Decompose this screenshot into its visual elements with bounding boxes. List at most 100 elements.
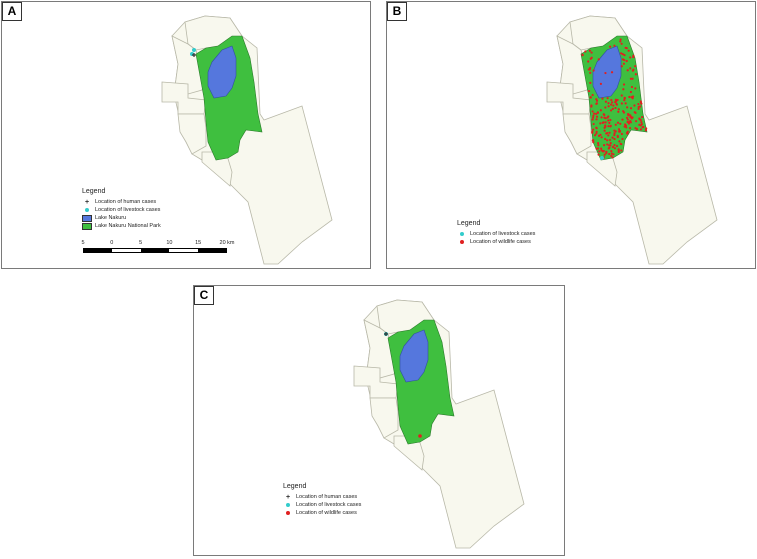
map-c — [353, 299, 525, 549]
wildlife-case-marker — [604, 117, 607, 120]
wildlife-case-marker — [635, 128, 639, 131]
wildlife-case-marker — [606, 97, 609, 100]
wildlife-case-marker — [629, 56, 632, 59]
wildlife-case-marker — [623, 54, 626, 57]
wildlife-case-marker — [607, 119, 610, 122]
wildlife-case-marker — [616, 134, 619, 138]
wildlife-case-marker — [609, 45, 612, 48]
wildlife-case-marker — [418, 434, 422, 438]
wildlife-case-marker — [634, 111, 637, 115]
wildlife-case-marker — [588, 66, 592, 70]
wildlife-case-marker — [620, 65, 623, 68]
panel-c: C Legend + Location of human cases Locatio… — [193, 285, 565, 556]
wildlife-case-marker — [629, 67, 632, 70]
map-a — [161, 15, 333, 265]
wildlife-case-marker — [595, 118, 598, 121]
wildlife-case-marker — [592, 122, 595, 126]
legend-b: Legend Location of livestock cases Locati… — [457, 220, 535, 246]
plus-icon: + — [84, 198, 90, 206]
lake-area — [399, 329, 429, 383]
wildlife-case-marker — [589, 81, 592, 84]
wildlife-case-marker — [592, 112, 596, 115]
wildlife-case-marker — [587, 68, 590, 71]
wildlife-case-marker — [598, 150, 601, 153]
wildlife-case-marker — [623, 125, 626, 128]
wildlife-case-marker — [622, 83, 626, 86]
wildlife-case-marker — [592, 114, 595, 117]
wildlife-case-marker — [637, 102, 640, 106]
wildlife-case-marker — [634, 87, 637, 90]
wildlife-case-marker — [626, 69, 629, 72]
wildlife-case-marker — [606, 139, 609, 142]
scalebar: 5 0 5 10 15 20 km — [81, 240, 234, 253]
wildlife-case-marker — [604, 121, 607, 124]
wildlife-case-marker — [607, 105, 610, 108]
wildlife-case-marker — [614, 98, 617, 101]
wildlife-case-marker — [592, 69, 595, 72]
wildlife-case-marker — [607, 144, 611, 147]
wildlife-case-marker — [644, 129, 648, 132]
wildlife-case-marker — [613, 144, 616, 147]
wildlife-case-marker — [592, 116, 595, 119]
wildlife-case-marker — [614, 100, 617, 104]
scalebar-label: 20 km — [219, 240, 235, 246]
wildlife-case-marker — [595, 132, 598, 135]
wildlife-case-marker — [617, 149, 620, 152]
wildlife-case-marker — [589, 96, 592, 99]
wildlife-case-marker — [600, 116, 603, 119]
wildlife-case-marker — [623, 123, 627, 126]
wildlife-case-marker — [599, 109, 602, 112]
wildlife-case-marker — [591, 110, 594, 113]
dot-icon — [457, 239, 467, 246]
swatch-icon — [82, 222, 92, 230]
plus-icon: + — [285, 493, 291, 501]
lake-area — [207, 45, 237, 99]
wildlife-case-marker — [632, 68, 635, 71]
scalebar-segment — [169, 249, 198, 252]
wildlife-case-marker — [641, 126, 644, 129]
wildlife-case-marker — [626, 120, 629, 124]
wildlife-case-marker — [608, 131, 611, 134]
wildlife-case-marker — [608, 138, 612, 142]
wildlife-case-marker — [625, 126, 628, 129]
human-case-marker — [384, 332, 388, 336]
wildlife-case-marker — [603, 113, 606, 117]
wildlife-case-marker — [645, 127, 648, 130]
wildlife-case-marker — [599, 82, 602, 85]
wildlife-case-marker — [625, 116, 629, 119]
wildlife-case-marker — [626, 106, 629, 109]
wildlife-case-marker — [608, 152, 611, 156]
wildlife-case-marker — [623, 99, 626, 102]
wildlife-case-marker — [592, 141, 595, 144]
wildlife-case-marker — [604, 100, 608, 103]
legend-label: Location of human cases — [95, 199, 157, 205]
wildlife-case-marker — [632, 54, 635, 57]
wildlife-case-marker — [613, 129, 616, 132]
wildlife-case-marker — [596, 111, 600, 114]
legend-label: Location of wildlife cases — [296, 510, 357, 516]
district-boundary — [562, 113, 592, 155]
wildlife-case-marker — [629, 107, 633, 110]
wildlife-case-marker — [616, 121, 620, 124]
legend-label: Location of human cases — [296, 494, 358, 500]
legend-c: Legend + Location of human cases Location … — [283, 483, 361, 517]
wildlife-case-marker — [629, 121, 632, 124]
wildlife-case-marker — [614, 106, 617, 110]
wildlife-case-marker — [604, 106, 607, 109]
wildlife-case-marker — [595, 126, 598, 129]
wildlife-case-marker — [619, 38, 622, 41]
wildlife-case-marker — [620, 102, 623, 105]
wildlife-case-marker — [581, 53, 584, 56]
wildlife-case-marker — [602, 149, 605, 153]
wildlife-case-marker — [600, 136, 603, 139]
wildlife-case-marker — [610, 154, 613, 158]
livestock-case-marker — [192, 48, 196, 52]
panel-a-letter: A — [2, 2, 22, 21]
legend-label: Location of livestock cases — [470, 231, 536, 237]
wildlife-case-marker — [632, 95, 635, 98]
wildlife-case-marker — [625, 47, 628, 50]
wildlife-case-marker — [603, 153, 606, 156]
wildlife-case-marker — [638, 117, 641, 120]
wildlife-case-marker — [604, 125, 607, 128]
wildlife-case-marker — [593, 134, 597, 137]
